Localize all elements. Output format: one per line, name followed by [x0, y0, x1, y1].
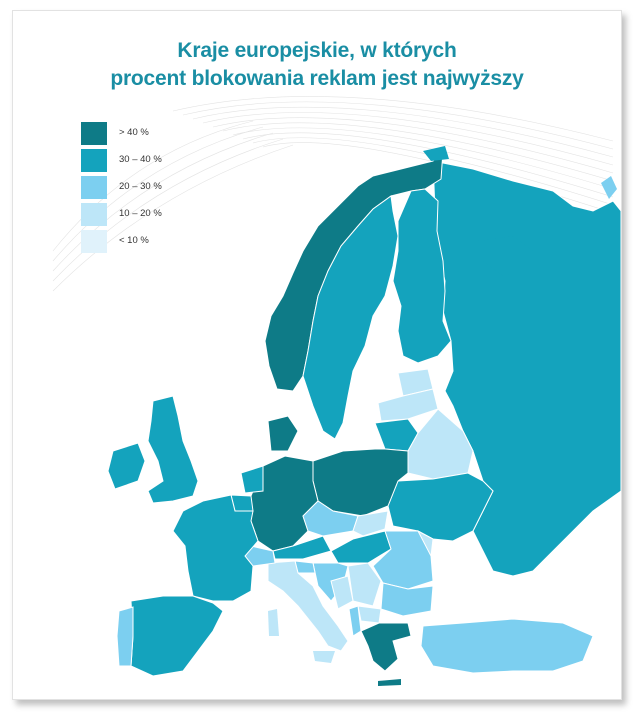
decorative-swirl — [52, 96, 614, 292]
legend-swatch — [81, 149, 107, 172]
region-crete — [378, 679, 401, 686]
region-turkey — [420, 618, 594, 674]
legend-swatch — [81, 176, 107, 199]
black-sea — [438, 573, 518, 611]
europe-map — [52, 96, 621, 686]
region-netherlands — [240, 465, 264, 494]
map-frame: Kraje europejskie, w których procent blo… — [12, 10, 622, 700]
legend-label: 10 – 20 % — [119, 208, 162, 219]
region-sardinia — [268, 609, 279, 636]
region-russia-north — [478, 236, 533, 276]
region-france — [172, 494, 259, 602]
region-uk — [147, 395, 199, 504]
region-greece — [360, 622, 412, 672]
legend-swatch — [81, 230, 107, 253]
title-line-1: Kraje europejskie, w których — [177, 39, 457, 62]
region-italy — [267, 560, 349, 652]
region-belarus — [407, 408, 474, 480]
region-macedonia — [357, 605, 382, 624]
page-title: Kraje europejskie, w których procent blo… — [13, 37, 621, 93]
region-denmark — [267, 415, 299, 452]
region-iceland — [423, 146, 449, 161]
legend-label: > 40 % — [119, 127, 149, 138]
region-slovakia — [352, 510, 389, 537]
region-portugal — [116, 606, 134, 667]
region-ukraine — [387, 472, 494, 542]
title-line-2: procent blokowania reklam jest najwyższy — [110, 67, 524, 90]
legend-label: 30 – 40 % — [119, 154, 162, 165]
legend-swatch — [81, 203, 107, 226]
region-spain — [130, 595, 224, 677]
legend-label: 20 – 30 % — [119, 181, 162, 192]
region-sweden — [302, 195, 399, 440]
region-finland — [392, 188, 452, 364]
legend-swatch — [81, 122, 107, 145]
region-sicily — [313, 651, 335, 663]
region-novaya — [601, 176, 617, 199]
region-ireland — [107, 442, 146, 490]
legend-label: < 10 % — [119, 235, 149, 246]
region-bosnia — [330, 575, 354, 610]
